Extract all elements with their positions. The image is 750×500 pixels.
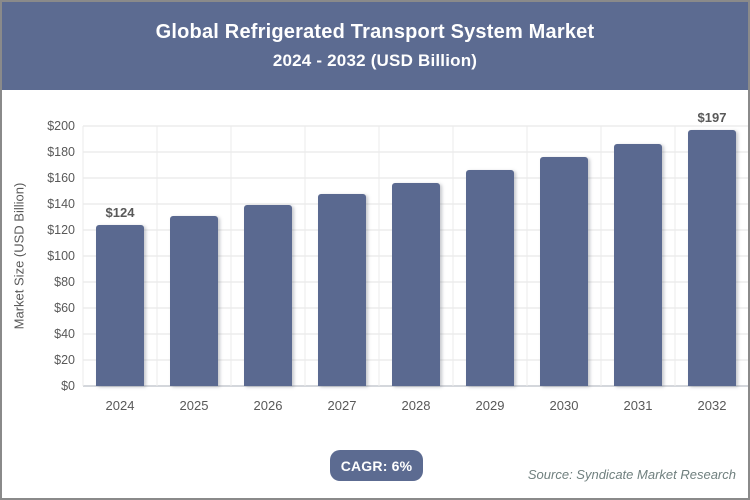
x-tick-label-2029: 2029 xyxy=(475,398,505,413)
x-tick-label-2026: 2026 xyxy=(253,398,283,413)
v-gridline xyxy=(749,126,750,386)
bar-slot xyxy=(157,126,231,386)
chart-header: Global Refrigerated Transport System Mar… xyxy=(2,2,748,90)
y-tick-label: $180 xyxy=(47,145,75,159)
bar-2028[interactable] xyxy=(392,183,440,386)
v-gridline xyxy=(230,126,232,386)
v-gridline xyxy=(526,126,528,386)
bar-value-label: $197 xyxy=(697,109,727,125)
y-tick-label: $200 xyxy=(47,119,75,133)
y-tick-label: $40 xyxy=(54,327,75,341)
y-tick-label: $140 xyxy=(47,197,75,211)
y-tick-label: $20 xyxy=(54,353,75,367)
x-tick-label-2030: 2030 xyxy=(549,398,579,413)
bar-2026[interactable] xyxy=(244,205,292,386)
source-credit: Source: Syndicate Market Research xyxy=(527,467,736,482)
bar-2024[interactable] xyxy=(96,224,144,386)
bar-slot xyxy=(379,126,453,386)
h-gridline xyxy=(83,385,748,387)
y-tick-label: $0 xyxy=(61,379,75,393)
v-gridline xyxy=(674,126,676,386)
x-tick-label-2032: 2032 xyxy=(697,398,727,413)
x-tick-label-2028: 2028 xyxy=(401,398,431,413)
bar-slot xyxy=(231,126,305,386)
y-tick-label: $80 xyxy=(54,275,75,289)
h-gridline xyxy=(83,151,748,153)
x-axis-labels: 2024 2025 2026 2027 2028 2029 2030 2031 2032 xyxy=(83,398,748,413)
v-gridline xyxy=(452,126,454,386)
bar-2031[interactable] xyxy=(614,144,662,386)
bar-2027[interactable] xyxy=(318,193,366,386)
x-tick-label-2027: 2027 xyxy=(327,398,357,413)
x-tick-label-2025: 2025 xyxy=(179,398,209,413)
x-tick-label-2031: 2031 xyxy=(623,398,653,413)
bar-2032[interactable] xyxy=(688,129,736,386)
bar-slot xyxy=(453,126,527,386)
y-axis-labels: $0 $20 $40 $60 $80 $100 $120 $140 $160 $180 $200 xyxy=(2,119,75,393)
y-tick-label: $160 xyxy=(47,171,75,185)
y-tick-label: $60 xyxy=(54,301,75,315)
cagr-badge: CAGR: 6% xyxy=(330,450,423,481)
h-gridline xyxy=(83,125,748,127)
v-gridline xyxy=(82,126,84,386)
bar-slot xyxy=(601,126,675,386)
y-tick-label: $120 xyxy=(47,223,75,237)
plot-area: $124 $197 xyxy=(82,110,750,387)
bar-2029[interactable] xyxy=(466,170,514,386)
bar-slot xyxy=(527,126,601,386)
v-gridline xyxy=(304,126,306,386)
h-gridline xyxy=(83,177,748,179)
bar-2025[interactable] xyxy=(170,215,218,386)
v-gridline xyxy=(378,126,380,386)
chart-title: Global Refrigerated Transport System Mar… xyxy=(155,21,595,43)
x-tick-label-2024: 2024 xyxy=(105,398,135,413)
bars: $124 $197 xyxy=(83,110,748,386)
v-gridline xyxy=(156,126,158,386)
chart-subtitle: 2024 - 2032 (USD Billion) xyxy=(272,51,478,70)
bar-2030[interactable] xyxy=(540,157,588,386)
bar-value-label: $124 xyxy=(105,204,135,220)
bar-slot xyxy=(305,126,379,386)
y-tick-label: $100 xyxy=(47,249,75,263)
v-gridline xyxy=(600,126,602,386)
bar-slot: $124 xyxy=(83,126,157,386)
bar-slot: $197 xyxy=(675,110,748,386)
